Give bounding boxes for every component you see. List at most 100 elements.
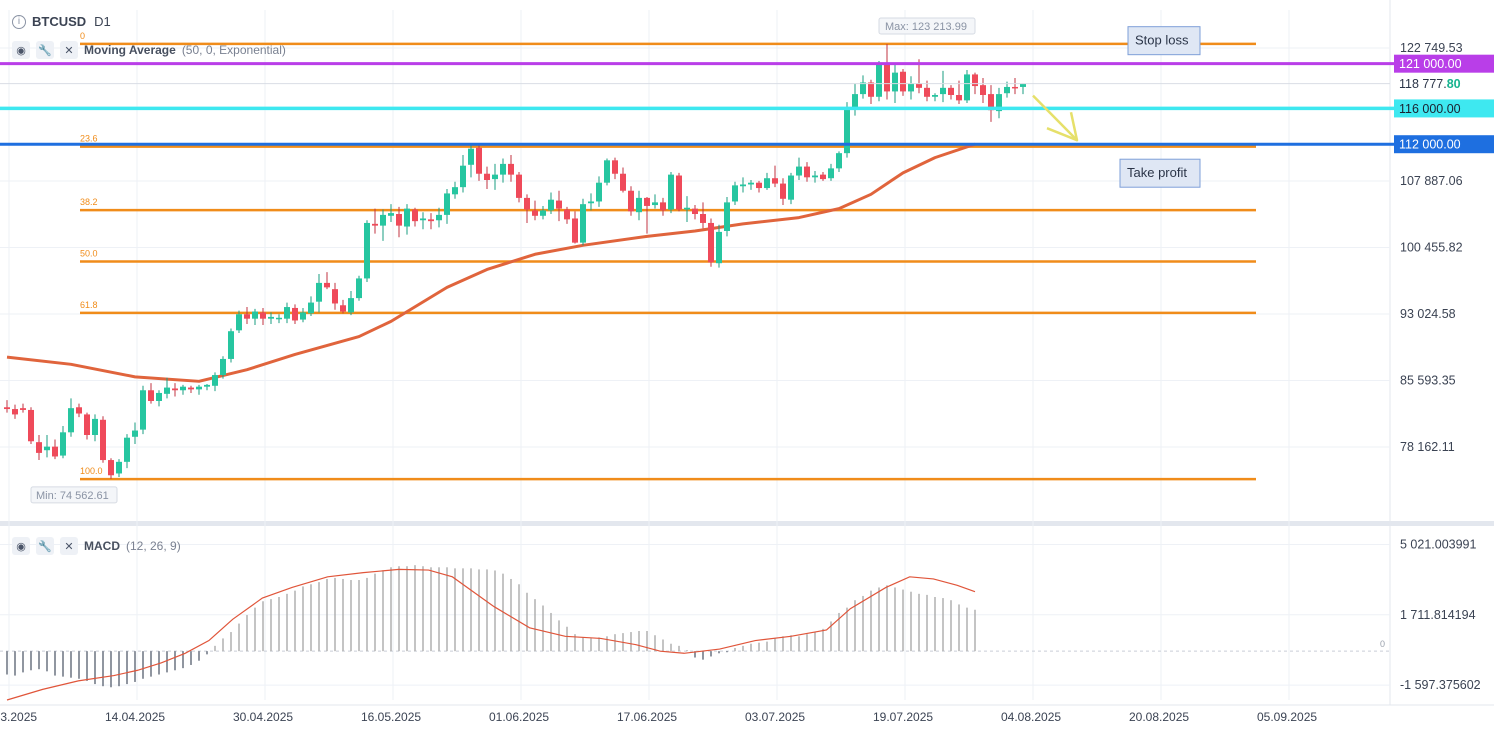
candle-body — [92, 418, 98, 435]
candle-body — [660, 202, 666, 211]
candle-body — [244, 314, 250, 319]
candle-body — [412, 209, 418, 222]
y-tick-label: 107 887.06 — [1400, 174, 1463, 188]
macd-y-tick-label: 5 021.003991 — [1400, 538, 1477, 552]
macd-indicator-params: (12, 26, 9) — [126, 539, 181, 553]
take-profit-annotation-box — [1119, 158, 1201, 188]
candle-body — [436, 214, 442, 221]
candle-body — [716, 231, 722, 264]
x-tick-label: 16.05.2025 — [361, 710, 421, 724]
candle-body — [492, 174, 498, 180]
candle-body — [84, 414, 90, 435]
candle-body — [28, 409, 34, 442]
candle-body — [1004, 86, 1010, 94]
candle-body — [844, 108, 850, 154]
candle-body — [548, 199, 554, 211]
candle-body — [1012, 86, 1018, 89]
fib-level-label: 61.8 — [80, 300, 98, 310]
candle-body — [892, 72, 898, 92]
chart-header: i BTCUSD D1 — [12, 14, 111, 29]
candle-body — [500, 163, 506, 175]
candle-body — [628, 190, 634, 212]
candle-body — [380, 214, 386, 226]
y-tick-label: 122 749.53 — [1400, 41, 1463, 55]
candle-body — [220, 358, 226, 376]
close-icon[interactable]: ✕ — [60, 537, 78, 555]
candle-body — [444, 193, 450, 215]
macd-zero-label: 0 — [1380, 639, 1385, 649]
candle-body — [756, 182, 762, 189]
close-icon[interactable]: ✕ — [60, 41, 78, 59]
candle-body — [812, 175, 818, 178]
info-icon[interactable]: i — [12, 14, 26, 29]
candle-body — [372, 223, 378, 226]
eye-icon[interactable]: ◉ — [12, 41, 30, 59]
x-tick-label: 29.03.2025 — [0, 710, 37, 724]
forecast-arrow-head — [1046, 111, 1079, 142]
candle-body — [764, 178, 770, 189]
candle-body — [876, 62, 882, 97]
x-tick-label: 20.08.2025 — [1129, 710, 1189, 724]
candle-body — [300, 312, 306, 320]
fib-level-label: 23.6 — [80, 134, 98, 144]
macd-signal-line — [6, 568, 976, 701]
candle-body — [140, 390, 146, 430]
x-tick-label: 14.04.2025 — [105, 710, 165, 724]
candle-body — [100, 419, 106, 461]
y-tick-label: 100 455.82 — [1400, 241, 1463, 255]
candle-body — [508, 163, 514, 175]
fib-level-label: 0 — [80, 31, 85, 41]
candle-body — [916, 83, 922, 88]
candle-body — [1020, 83, 1026, 87]
candle-body — [604, 160, 610, 183]
fib-level-label: 50.0 — [80, 249, 98, 259]
candle-body — [364, 222, 370, 279]
candle-body — [924, 87, 930, 97]
candle-body — [708, 222, 714, 263]
candle-body — [332, 289, 338, 304]
candle-body — [796, 166, 802, 176]
x-tick-label: 19.07.2025 — [873, 710, 933, 724]
pane-separator — [0, 521, 1494, 526]
candle-body — [980, 85, 986, 95]
ma-indicator-params: (50, 0, Exponential) — [181, 43, 286, 57]
candle-body — [60, 432, 66, 456]
candle-body — [268, 316, 274, 319]
y-tick-label: 78 162.11 — [1400, 440, 1455, 454]
stop_loss-price-tag — [1394, 54, 1494, 73]
candle-body — [668, 174, 674, 210]
candle-body — [452, 187, 458, 195]
candle-body — [636, 197, 642, 213]
ma-indicator-name: Moving Average — [84, 43, 176, 57]
candle-body — [204, 384, 210, 387]
candle-body — [588, 201, 594, 204]
candle-body — [884, 62, 890, 92]
wrench-icon[interactable]: 🔧 — [36, 537, 54, 555]
candle-body — [700, 214, 706, 223]
candle-body — [740, 184, 746, 187]
candle-body — [772, 178, 778, 184]
candle-body — [788, 175, 794, 200]
stop-loss-annotation-box — [1127, 26, 1201, 56]
candle-body — [940, 87, 946, 95]
candle-body — [836, 153, 842, 169]
eye-icon[interactable]: ◉ — [12, 537, 30, 555]
wrench-icon[interactable]: 🔧 — [36, 41, 54, 59]
candle-body — [780, 183, 786, 199]
candle-body — [116, 461, 122, 474]
macd-indicator-legend: ◉ 🔧 ✕ MACD (12, 26, 9) — [12, 537, 181, 555]
candle-body — [156, 392, 162, 401]
candle-body — [468, 148, 474, 165]
candle-body — [428, 219, 434, 222]
x-tick-label: 17.06.2025 — [617, 710, 677, 724]
candle-body — [124, 437, 130, 462]
timeframe-label[interactable]: D1 — [94, 14, 111, 29]
candle-body — [908, 83, 914, 92]
candle-body — [324, 282, 330, 288]
candle-body — [868, 82, 874, 97]
candle-body — [676, 175, 682, 210]
x-tick-label: 05.09.2025 — [1257, 710, 1317, 724]
candle-body — [252, 311, 258, 319]
candle-body — [820, 174, 826, 180]
